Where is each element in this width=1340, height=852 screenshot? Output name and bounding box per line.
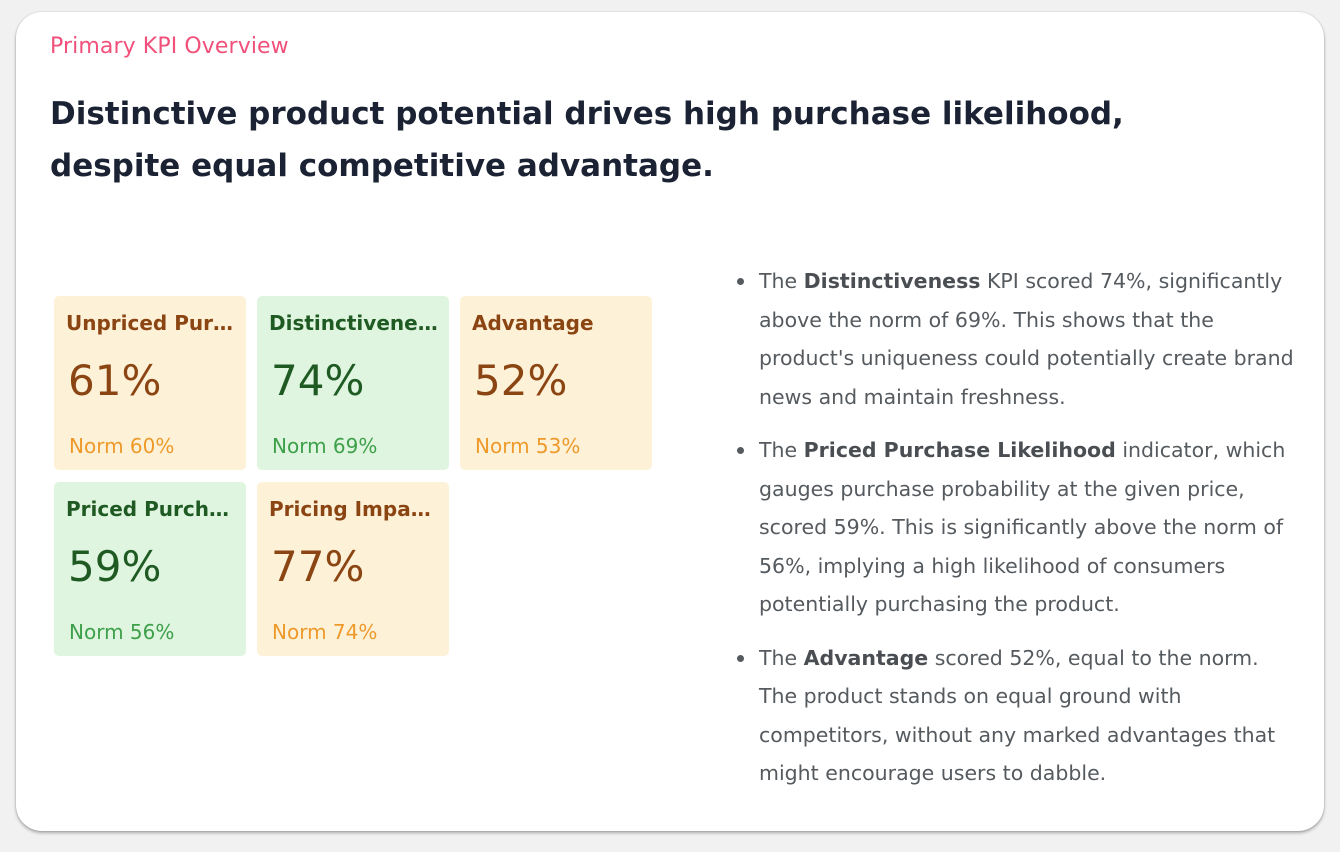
bullet-icon <box>737 278 744 285</box>
kpi-overview-card: Primary KPI Overview Distinctive product… <box>16 12 1324 831</box>
kpi-norm: Norm 53% <box>475 434 581 458</box>
insight-text: indicator, which gauges purchase probabi… <box>759 438 1286 616</box>
insight-item-priced-purchase: The Priced Purchase Likelihood indicator… <box>734 431 1294 624</box>
kpi-value: 52% <box>474 356 568 405</box>
kpi-value: 77% <box>271 542 365 591</box>
bullet-icon <box>737 654 744 662</box>
kpi-title: Priced Purcha... <box>66 497 238 521</box>
kpi-norm: Norm 56% <box>69 620 175 644</box>
kpi-title: Distinctiveness <box>269 311 441 335</box>
kpi-norm: Norm 69% <box>272 434 378 458</box>
kpi-value: 74% <box>271 356 365 405</box>
kpi-norm: Norm 74% <box>272 620 378 644</box>
kpi-title: Advantage <box>472 311 594 335</box>
insight-kpi-name: Advantage <box>803 645 929 670</box>
bullet-icon <box>737 447 744 454</box>
kpi-title: Pricing Impac... <box>269 497 441 521</box>
section-eyebrow: Primary KPI Overview <box>50 34 289 59</box>
insight-kpi-name: Distinctiveness <box>803 269 981 293</box>
kpi-tile-priced-purchase[interactable]: Priced Purcha... 59% Norm 56% <box>54 482 246 656</box>
kpi-tile-advantage[interactable]: Advantage 52% Norm 53% <box>460 296 652 470</box>
kpi-tile-pricing-impact[interactable]: Pricing Impac... 77% Norm 74% <box>257 482 449 656</box>
insight-item-distinctiveness: The Distinctiveness KPI scored 74%, sign… <box>734 262 1294 416</box>
kpi-tile-unpriced-purchase[interactable]: Unpriced Purc... 61% Norm 60% <box>54 296 246 470</box>
kpi-tile-distinctiveness[interactable]: Distinctiveness 74% Norm 69% <box>257 296 449 470</box>
kpi-value: 61% <box>68 356 162 405</box>
insight-text: scored 52%, equal to the norm. The produ… <box>759 645 1276 786</box>
insight-prefix: The <box>759 269 804 293</box>
kpi-title: Unpriced Purc... <box>66 311 238 335</box>
insight-item-advantage: The Advantage scored 52%, equal to the n… <box>734 639 1294 793</box>
kpi-value: 59% <box>68 542 162 591</box>
page-title: Distinctive product potential drives hig… <box>50 96 1124 184</box>
kpi-tile-grid: Unpriced Purc... 61% Norm 60% Distinctiv… <box>54 296 654 676</box>
insight-prefix: The <box>759 645 804 670</box>
insight-prefix: The <box>759 438 804 462</box>
kpi-norm: Norm 60% <box>69 434 175 458</box>
insight-kpi-name: Priced Purchase Likelihood <box>803 438 1116 462</box>
insight-text: KPI scored 74%, significantly above the … <box>759 269 1294 409</box>
insights-list: The Distinctiveness KPI scored 74%, sign… <box>734 262 1294 808</box>
